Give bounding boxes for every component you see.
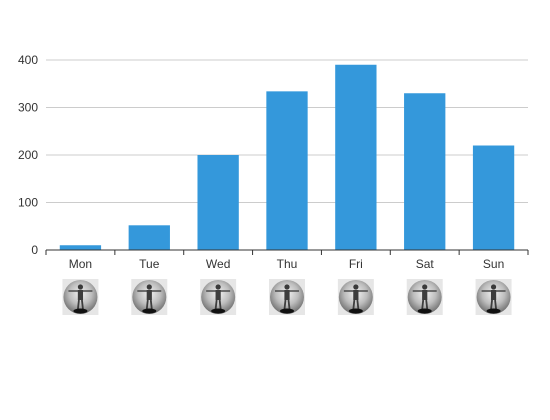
x-axis-tick-labels: Mon Tue Wed Thu Fri Sat Sun — [69, 257, 504, 271]
bar — [404, 93, 446, 250]
bar — [335, 64, 377, 250]
x-tick-label: Wed — [206, 257, 230, 271]
x-axis — [45, 249, 529, 255]
standing-person-avatar-icon — [200, 279, 237, 315]
x-tick-label: Fri — [349, 257, 363, 271]
standing-person-avatar-icon — [475, 279, 512, 315]
category-icons — [62, 279, 512, 315]
standing-person-avatar-icon — [269, 279, 305, 315]
x-tick-label: Thu — [277, 257, 298, 271]
y-tick-label: 200 — [18, 148, 38, 162]
y-tick-label: 400 — [18, 53, 38, 67]
x-tick-label: Tue — [139, 257, 160, 271]
bar — [197, 155, 239, 250]
standing-person-avatar-icon — [337, 279, 374, 315]
bar — [59, 245, 102, 250]
bar — [266, 91, 308, 250]
y-tick-label: 300 — [18, 101, 38, 115]
standing-person-avatar-icon — [62, 279, 99, 315]
x-tick-label: Sat — [416, 257, 435, 271]
bar — [472, 145, 515, 250]
y-tick-label: 0 — [31, 243, 38, 257]
y-tick-label: 100 — [18, 196, 38, 210]
x-tick-label: Sun — [483, 257, 504, 271]
y-axis-tick-labels: 0 100 200 300 400 — [18, 53, 38, 257]
standing-person-avatar-icon — [131, 279, 168, 315]
standing-person-avatar-icon — [406, 279, 443, 315]
bar — [128, 225, 170, 250]
x-tick-label: Mon — [69, 257, 92, 271]
bars — [59, 64, 515, 250]
